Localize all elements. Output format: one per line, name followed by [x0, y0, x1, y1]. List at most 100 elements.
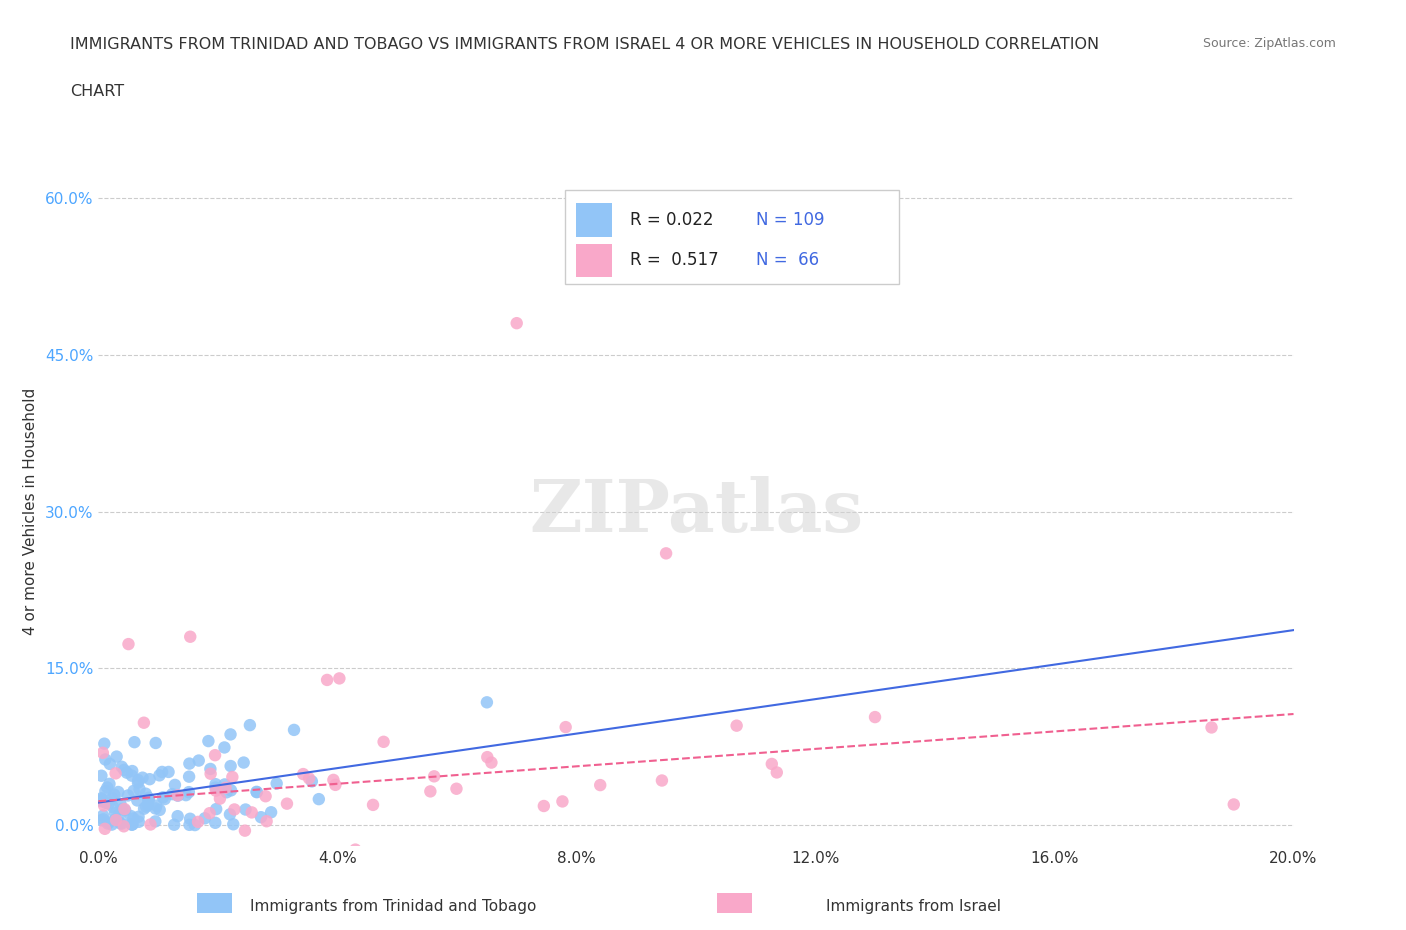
Point	[655, 546, 678, 561]
Point	[214, 777, 236, 791]
Point	[475, 695, 498, 710]
Point	[200, 766, 222, 781]
Point	[725, 718, 748, 733]
Point	[110, 816, 132, 830]
Point	[222, 817, 245, 831]
Point	[232, 755, 254, 770]
Point	[129, 849, 152, 864]
Point	[101, 817, 124, 832]
Point	[373, 735, 395, 750]
Point	[93, 737, 115, 751]
Point	[103, 787, 125, 802]
Text: CHART: CHART	[70, 84, 124, 99]
Point	[104, 849, 127, 864]
Point	[328, 671, 350, 685]
Point	[239, 718, 262, 733]
Point	[1223, 797, 1246, 812]
Point	[301, 774, 323, 789]
Point	[97, 796, 120, 811]
Bar	[197, 893, 232, 913]
Point	[224, 802, 246, 817]
Text: Immigrants from Israel: Immigrants from Israel	[827, 899, 1001, 914]
Point	[163, 817, 186, 832]
Point	[96, 780, 118, 795]
Point	[166, 788, 188, 803]
Point	[333, 849, 356, 864]
Point	[260, 804, 283, 819]
Text: R = 0.022: R = 0.022	[630, 211, 714, 229]
Point	[446, 781, 468, 796]
Point	[101, 800, 124, 815]
Point	[114, 802, 136, 817]
Point	[90, 790, 112, 805]
Point	[256, 814, 278, 829]
Point	[235, 802, 257, 817]
Point	[204, 816, 226, 830]
Point	[97, 815, 120, 830]
Point	[589, 777, 612, 792]
Point	[179, 756, 201, 771]
Point	[104, 766, 127, 781]
Point	[166, 809, 188, 824]
Point	[152, 790, 174, 804]
Y-axis label: 4 or more Vehicles in Household: 4 or more Vehicles in Household	[22, 388, 38, 635]
Point	[246, 785, 269, 800]
Point	[322, 773, 344, 788]
Point	[127, 776, 149, 790]
Point	[481, 755, 503, 770]
Point	[145, 736, 167, 751]
Point	[124, 735, 146, 750]
Point	[90, 792, 112, 807]
Point	[325, 777, 347, 792]
Point	[128, 782, 150, 797]
Point	[138, 790, 160, 805]
Point	[477, 750, 499, 764]
Point	[276, 796, 298, 811]
Point	[117, 788, 139, 803]
Text: Immigrants from Trinidad and Tobago: Immigrants from Trinidad and Tobago	[250, 899, 537, 914]
Point	[120, 808, 142, 823]
Point	[221, 769, 243, 784]
FancyBboxPatch shape	[565, 190, 900, 284]
Point	[162, 787, 184, 802]
Point	[134, 849, 156, 864]
Bar	[576, 204, 613, 237]
Text: N =  66: N = 66	[756, 251, 818, 270]
Point	[148, 768, 170, 783]
Point	[197, 734, 219, 749]
Text: IMMIGRANTS FROM TRINIDAD AND TOBAGO VS IMMIGRANTS FROM ISRAEL 4 OR MORE VEHICLES: IMMIGRANTS FROM TRINIDAD AND TOBAGO VS I…	[70, 37, 1099, 52]
Point	[107, 785, 129, 800]
Point	[240, 805, 263, 820]
Point	[138, 792, 160, 807]
Point	[127, 773, 149, 788]
Point	[419, 849, 441, 864]
Point	[91, 745, 114, 760]
Point	[135, 786, 157, 801]
Point	[101, 790, 124, 805]
Point	[127, 793, 149, 808]
Point	[554, 720, 576, 735]
Point	[121, 768, 143, 783]
Point	[94, 821, 117, 836]
Point	[132, 802, 155, 817]
Point	[149, 803, 172, 817]
Point	[145, 798, 167, 813]
Point	[205, 783, 228, 798]
Point	[135, 799, 157, 814]
Point	[90, 768, 112, 783]
Point	[298, 771, 321, 786]
Text: Source: ZipAtlas.com: Source: ZipAtlas.com	[1202, 37, 1336, 50]
Point	[266, 776, 288, 790]
Point	[423, 769, 446, 784]
Point	[90, 793, 112, 808]
Point	[177, 785, 200, 800]
Point	[333, 849, 356, 864]
Point	[112, 763, 135, 777]
Point	[157, 764, 180, 779]
Point	[117, 637, 139, 652]
Point	[98, 777, 121, 791]
Point	[187, 753, 209, 768]
Point	[121, 817, 143, 832]
Point	[115, 765, 138, 780]
Point	[506, 316, 529, 331]
